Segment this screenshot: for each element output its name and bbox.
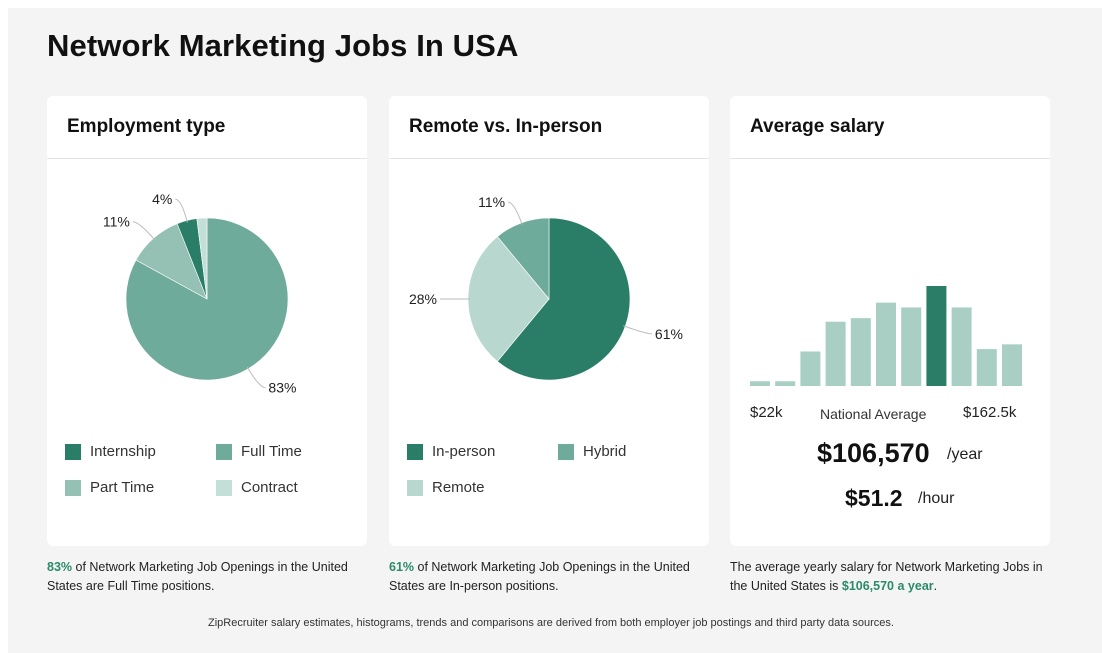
employment-type-card: Employment type 83% 11% 4% Internship Full…	[47, 96, 367, 546]
legend-label: Remote	[432, 479, 485, 496]
caption-highlight: $106,570 a year	[841, 578, 934, 593]
pie-percent-label: 4%	[152, 191, 172, 207]
caption-text: of Network Marketing Job Openings in the…	[389, 560, 690, 593]
histogram-bar	[850, 318, 871, 386]
caption-highlight: 83%	[47, 560, 73, 574]
legend-internship: Internship	[65, 443, 156, 460]
legend-swatch	[407, 443, 423, 460]
card-header: Remote vs. In-person	[389, 96, 709, 159]
yearly-unit: /year	[947, 446, 983, 463]
pie-percent-label: 11%	[478, 194, 505, 210]
legend-label: Hybrid	[583, 443, 627, 460]
national-average-label: National Average	[820, 406, 927, 422]
legend-full-time: Full Time	[216, 443, 302, 460]
legend-swatch	[216, 443, 232, 460]
card-header: Average salary	[730, 96, 1050, 159]
pie-percent-label: 28%	[409, 291, 437, 307]
hourly-unit: /hour	[918, 490, 955, 507]
histogram-bar	[876, 302, 896, 386]
histogram-bar	[926, 286, 947, 386]
pie-leader-line	[132, 221, 156, 241]
legend-remote: Remote	[407, 479, 485, 496]
legend-swatch	[65, 479, 81, 496]
salary-caption: The average yearly salary for Network Ma…	[730, 558, 1050, 595]
legend-swatch	[558, 443, 574, 460]
histogram-bar	[976, 349, 997, 386]
employment-pie-chart: 83% 11% 4%	[103, 191, 297, 396]
remote-caption: 61% of Network Marketing Job Openings in…	[389, 558, 709, 595]
histogram-bar	[825, 321, 846, 386]
legend-label: Part Time	[90, 479, 155, 496]
caption-text: of Network Marketing Job Openings in the…	[47, 560, 348, 593]
remote-pie-chart: 61% 28% 11%	[409, 194, 683, 381]
pie-leader-line	[175, 198, 188, 223]
hourly-salary-value: $51.2	[845, 485, 903, 511]
legend-swatch	[216, 479, 232, 496]
histogram-bar	[750, 381, 770, 386]
pie-percent-label: 83%	[268, 380, 296, 396]
pie-percent-label: 11%	[103, 214, 130, 230]
caption-highlight: 61%	[389, 560, 415, 574]
remote-vs-in-person-card: Remote vs. In-person 61% 28% 11% In-person…	[389, 96, 709, 546]
pie-leader-line	[623, 325, 652, 335]
histogram-min-label: $22k	[750, 404, 783, 421]
pie-leader-line	[246, 366, 266, 389]
histogram-bar	[1002, 344, 1022, 386]
legend-label: Full Time	[241, 443, 302, 460]
histogram-bar	[951, 307, 972, 386]
salary-histogram	[750, 286, 1022, 386]
legend-part-time: Part Time	[65, 479, 154, 496]
card-title: Employment type	[67, 116, 226, 137]
pie-leader-line	[508, 201, 523, 225]
page-title: Network Marketing Jobs In USA	[47, 28, 519, 63]
legend-swatch	[65, 443, 81, 460]
card-title: Remote vs. In-person	[409, 116, 603, 137]
employment-caption: 83% of Network Marketing Job Openings in…	[47, 558, 367, 595]
legend-contract: Contract	[216, 479, 298, 496]
card-title: Average salary	[750, 116, 885, 137]
legend-label: Internship	[90, 443, 156, 460]
pie-slice-contract	[196, 217, 208, 300]
histogram-bar	[775, 381, 796, 386]
caption-text: The average yearly salary for Network Ma…	[730, 560, 1043, 593]
legend-in-person: In-person	[407, 443, 495, 460]
legend-label: In-person	[432, 443, 496, 460]
caption-text: .	[933, 578, 938, 593]
legend-label: Contract	[241, 479, 298, 496]
yearly-salary-value: $106,570	[817, 438, 930, 468]
pie-percent-label: 61%	[655, 326, 683, 342]
histogram-bar	[901, 307, 922, 386]
footnote: ZipRecruiter salary estimates, histogram…	[208, 617, 894, 629]
card-header: Employment type	[47, 96, 367, 159]
average-salary-card: Average salary $22k National Average $16…	[730, 96, 1050, 546]
legend-hybrid: Hybrid	[558, 443, 626, 460]
legend-swatch	[407, 479, 423, 496]
histogram-max-label: $162.5k	[963, 404, 1017, 421]
histogram-bar	[800, 351, 821, 386]
